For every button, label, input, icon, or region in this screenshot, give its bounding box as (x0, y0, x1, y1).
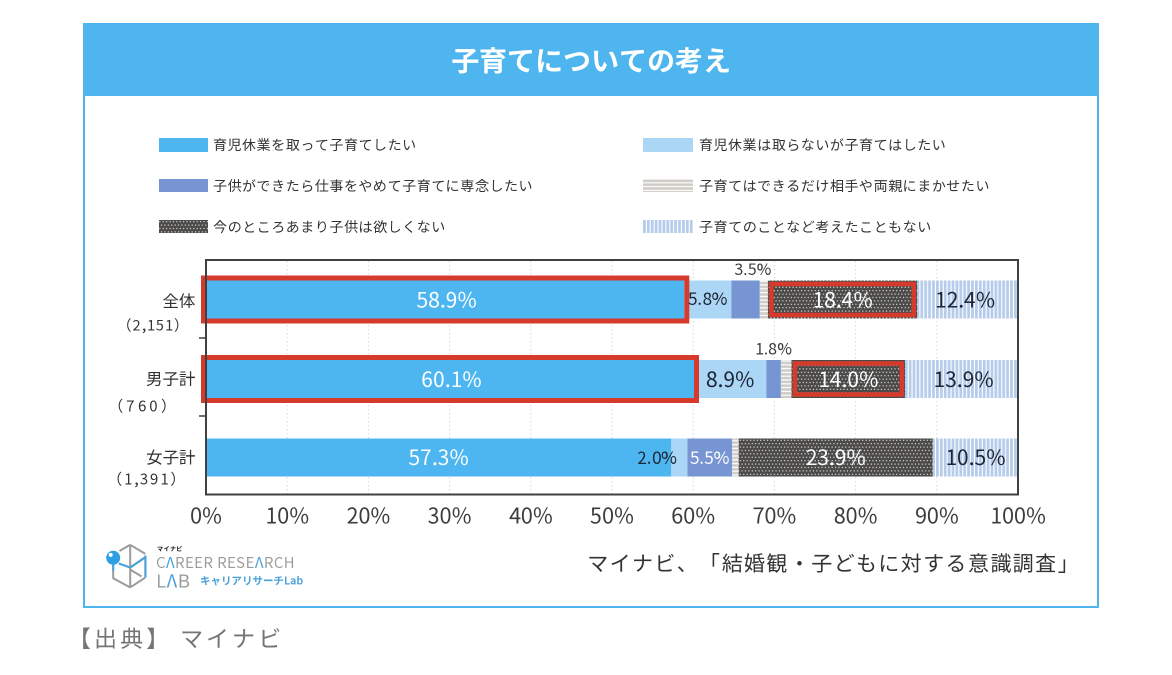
svg-text:0%: 0% (190, 500, 222, 531)
svg-text:58.9%: 58.9% (417, 285, 477, 315)
svg-text:12.4%: 12.4% (935, 285, 995, 315)
svg-text:50%: 50% (590, 500, 634, 531)
svg-text:20%: 20% (347, 500, 391, 531)
svg-text:40%: 40% (509, 500, 553, 531)
svg-text:60.1%: 60.1% (421, 364, 481, 394)
svg-text:10%: 10% (265, 500, 309, 531)
svg-text:1.8%: 1.8% (755, 336, 792, 360)
svg-text:（2,151）: （2,151） (117, 315, 189, 336)
svg-text:70%: 70% (753, 500, 797, 531)
svg-text:30%: 30% (428, 500, 472, 531)
svg-text:男子計: 男子計 (146, 366, 196, 390)
svg-text:全体: 全体 (163, 288, 197, 312)
svg-text:13.9%: 13.9% (933, 364, 993, 394)
svg-text:5.8%: 5.8% (688, 285, 728, 310)
svg-text:CΛREER RESEΛRCH: CΛREER RESEΛRCH (156, 552, 295, 573)
svg-text:60%: 60% (671, 500, 715, 531)
svg-text:女子計: 女子計 (146, 445, 196, 469)
svg-text:8.9%: 8.9% (706, 364, 755, 394)
svg-text:90%: 90% (915, 500, 959, 531)
svg-text:18.4%: 18.4% (813, 285, 873, 315)
svg-text:LΛB: LΛB (156, 568, 191, 594)
svg-text:5.5%: 5.5% (690, 444, 730, 469)
svg-text:10.5%: 10.5% (945, 442, 1005, 472)
svg-text:57.3%: 57.3% (409, 442, 469, 472)
svg-text:80%: 80% (834, 500, 878, 531)
svg-text:23.9%: 23.9% (806, 442, 866, 472)
svg-text:キャリアリサーチLab: キャリアリサーチLab (200, 574, 303, 589)
svg-text:100%: 100% (990, 500, 1046, 531)
svg-text:2.0%: 2.0% (638, 444, 678, 469)
svg-text:3.5%: 3.5% (735, 256, 772, 280)
svg-text:（1,391）: （1,391） (107, 469, 187, 490)
svg-text:マイナビ: マイナビ (157, 544, 183, 553)
svg-text:14.0%: 14.0% (818, 364, 878, 394)
svg-text:（760）: （760） (108, 396, 179, 417)
